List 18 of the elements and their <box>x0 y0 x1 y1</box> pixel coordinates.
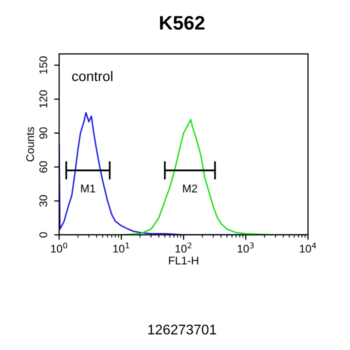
y-tick-label: 150 <box>39 56 48 74</box>
x-axis-title: FL1-H <box>169 256 198 264</box>
y-tick-label: 90 <box>39 127 48 139</box>
x-tick-label: 10$^{3}$ <box>238 242 254 253</box>
x-tick-label: 10$^{1}$ <box>113 242 130 253</box>
y-tick-label: 120 <box>39 90 48 108</box>
x-tick-label: 10$^{0}$ <box>51 242 68 253</box>
y-tick-label: 60 <box>39 161 48 173</box>
y-tick-label: 0 <box>39 232 48 238</box>
y-tick-label: 30 <box>39 195 48 207</box>
annotation: M2 <box>183 184 198 192</box>
x-tick-label: 10$^{2}$ <box>176 242 192 253</box>
y-axis-title: Counts <box>26 127 34 162</box>
annotation: M1 <box>81 184 96 192</box>
text: 126273701 <box>148 324 216 334</box>
x-tick-label: 10$^{4}$ <box>300 242 316 253</box>
annotation: control <box>72 70 112 82</box>
chart-title: K562 <box>160 16 204 30</box>
